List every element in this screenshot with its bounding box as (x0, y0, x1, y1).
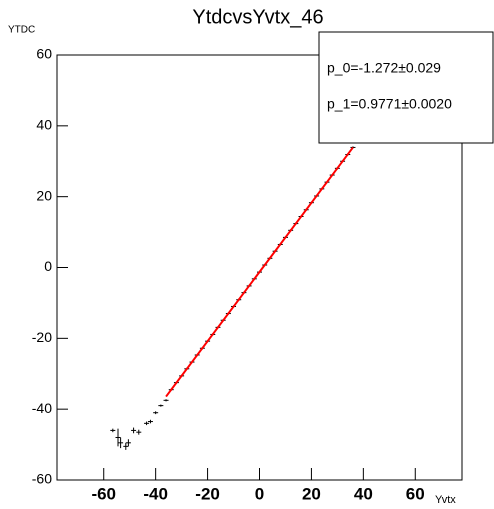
x-tick-label: 40 (354, 484, 373, 503)
y-tick-label: 40 (36, 117, 52, 133)
stats-entry: p_1=0.9771±0.0020 (327, 96, 452, 112)
y-tick-label: 0 (44, 258, 52, 274)
y-tick-label: -40 (32, 400, 52, 416)
x-tick-label: -60 (91, 484, 116, 503)
stats-box (318, 31, 494, 144)
chart-title: YtdcvsYvtx_46 (192, 6, 323, 28)
stats-entry: p_0=-1.272±0.029 (327, 60, 441, 76)
y-tick-label: -60 (32, 471, 52, 487)
x-tick-label: 60 (406, 484, 425, 503)
x-axis-label: Yvtx (435, 494, 456, 506)
y-tick-label: 20 (36, 187, 52, 203)
y-axis-label: YTDC (8, 25, 35, 36)
fit-line (165, 146, 354, 398)
x-tick-label: 0 (255, 484, 264, 503)
x-tick-label: -40 (143, 484, 168, 503)
y-tick-label: 60 (36, 46, 52, 62)
x-tick-label: 20 (302, 484, 321, 503)
y-tick-label: -20 (32, 329, 52, 345)
x-tick-label: -20 (195, 484, 220, 503)
